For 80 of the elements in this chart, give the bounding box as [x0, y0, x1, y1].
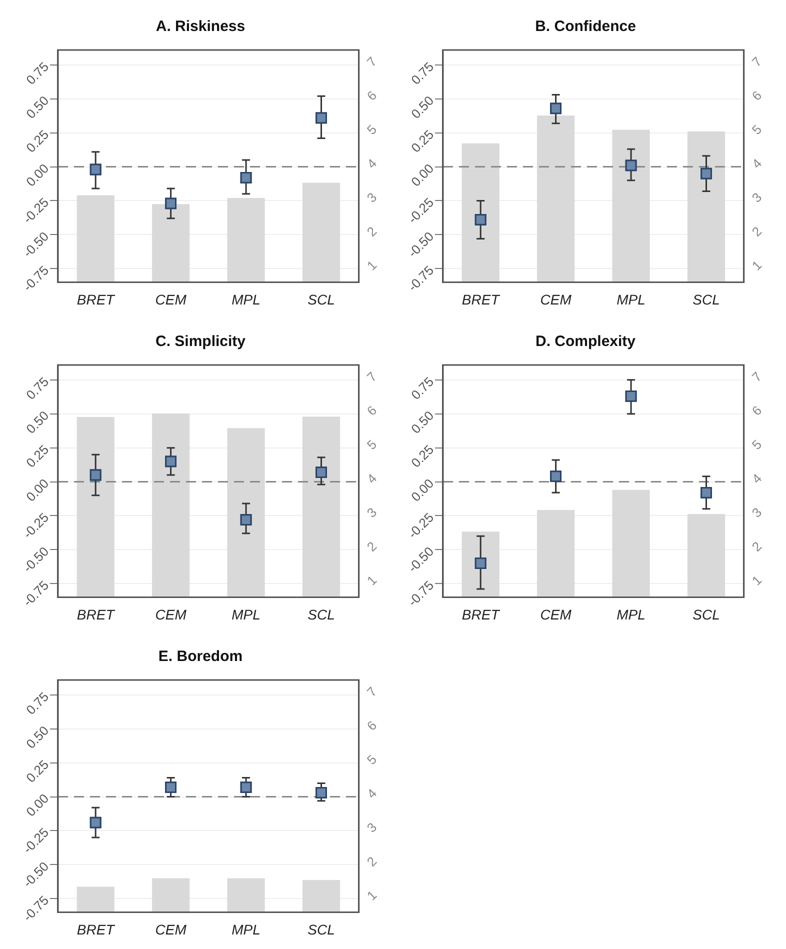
- y2-tick-label: 1: [364, 888, 380, 904]
- y2-tick-label: 7: [364, 684, 380, 700]
- y-tick-label: 0.00: [23, 476, 52, 504]
- y2-tick-label: 5: [364, 752, 380, 768]
- y2-tick-label: 7: [748, 368, 765, 385]
- y-tick-label: 0.00: [408, 476, 437, 504]
- y-tick-label: 0.75: [23, 374, 52, 402]
- x-tick-label: SCL: [308, 291, 335, 308]
- x-tick-label: MPL: [616, 291, 646, 308]
- x-tick-label: CEM: [540, 291, 572, 308]
- x-tick-label: SCL: [692, 291, 720, 308]
- y-tick-label: 0.25: [408, 126, 437, 156]
- chart-title: A. Riskiness: [156, 18, 246, 36]
- chart-title: C. Simplicity: [155, 333, 246, 350]
- x-tick-label: CEM: [155, 606, 187, 622]
- x-tick-label: CEM: [155, 921, 187, 938]
- x-tick-label: MPL: [232, 291, 260, 308]
- y2-tick-label: 4: [748, 470, 765, 486]
- y-tick-label: 0.00: [408, 160, 437, 190]
- y2-tick-label: 4: [748, 156, 765, 172]
- y2-tick-label: 1: [364, 572, 380, 588]
- y2-tick-label: 5: [364, 436, 380, 452]
- y2-tick-label: 6: [364, 402, 380, 419]
- y-tick-label: 0.75: [23, 688, 52, 718]
- x-tick-label: BRET: [462, 606, 501, 622]
- x-tick-label: CEM: [540, 606, 572, 622]
- y2-tick-label: 7: [364, 54, 380, 70]
- y2-tick-label: 3: [748, 504, 765, 520]
- y2-tick-label: 3: [364, 820, 380, 836]
- x-tick-label: MPL: [232, 921, 260, 938]
- x-tick-label: SCL: [692, 606, 720, 622]
- y2-tick-label: 1: [364, 258, 380, 274]
- y2-tick-label: 6: [364, 88, 380, 104]
- y2-tick-label: 6: [364, 718, 380, 734]
- y2-tick-label: 3: [364, 190, 380, 206]
- y2-tick-label: 3: [748, 190, 765, 206]
- y2-tick-label: 7: [364, 368, 380, 385]
- chart-title: E. Boredom: [158, 648, 243, 666]
- y2-tick-label: 6: [748, 402, 765, 419]
- y2-tick-label: 4: [364, 786, 380, 802]
- y-tick-label: 0.75: [408, 374, 437, 402]
- x-tick-label: SCL: [308, 921, 335, 938]
- y-tick-label: 0.50: [408, 408, 437, 436]
- chart-title: B. Confidence: [535, 18, 636, 36]
- y2-tick-label: 1: [748, 572, 765, 588]
- x-tick-label: CEM: [155, 291, 187, 308]
- y-tick-label: 0.75: [23, 58, 52, 88]
- y-tick-label: 0.50: [23, 408, 52, 436]
- x-tick-label: BRET: [76, 921, 116, 938]
- y2-tick-label: 2: [364, 224, 380, 240]
- y2-tick-label: 5: [748, 122, 765, 138]
- y-tick-label: 0.00: [23, 160, 52, 190]
- x-tick-label: MPL: [232, 606, 260, 622]
- y2-tick-label: 2: [364, 854, 380, 870]
- y-tick-label: 0.50: [408, 92, 437, 122]
- y-tick-label: 0.50: [23, 722, 52, 752]
- y2-tick-label: 4: [364, 156, 380, 172]
- y2-tick-label: 3: [364, 504, 380, 520]
- y2-tick-label: 6: [748, 88, 765, 104]
- y2-tick-label: 4: [364, 470, 380, 486]
- y2-tick-label: 7: [748, 54, 765, 70]
- x-tick-label: SCL: [308, 606, 335, 622]
- x-tick-label: MPL: [616, 606, 646, 622]
- x-tick-label: BRET: [76, 606, 116, 622]
- y-tick-label: 0.50: [23, 92, 52, 122]
- y2-tick-label: 5: [364, 122, 380, 138]
- y2-tick-label: 1: [748, 258, 765, 274]
- y2-tick-label: 2: [748, 224, 765, 240]
- y-tick-label: 0.25: [23, 126, 52, 156]
- x-tick-label: BRET: [76, 291, 116, 308]
- y2-tick-label: 5: [748, 436, 765, 452]
- chart-title: D. Complexity: [535, 333, 636, 350]
- y-tick-label: 0.00: [23, 790, 52, 820]
- y-tick-label: 0.25: [23, 442, 52, 470]
- y-tick-label: 0.25: [23, 756, 52, 786]
- y2-tick-label: 2: [364, 538, 380, 554]
- x-tick-label: BRET: [462, 291, 501, 308]
- y2-tick-label: 2: [748, 538, 765, 554]
- y-tick-label: 0.25: [408, 442, 437, 470]
- y-tick-label: 0.75: [408, 58, 437, 88]
